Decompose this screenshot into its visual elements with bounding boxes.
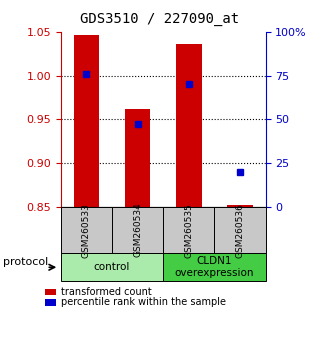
Bar <box>74 35 99 207</box>
Text: percentile rank within the sample: percentile rank within the sample <box>61 297 226 307</box>
Bar <box>227 205 253 207</box>
Text: GSM260533: GSM260533 <box>82 202 91 258</box>
Text: GSM260535: GSM260535 <box>184 202 193 258</box>
Bar <box>125 109 150 207</box>
Bar <box>176 44 202 207</box>
Text: transformed count: transformed count <box>61 287 152 297</box>
Text: CLDN1
overexpression: CLDN1 overexpression <box>175 256 254 278</box>
Text: GSM260534: GSM260534 <box>133 203 142 257</box>
Text: protocol: protocol <box>3 257 48 267</box>
Text: control: control <box>94 262 130 272</box>
Text: GDS3510 / 227090_at: GDS3510 / 227090_at <box>80 12 240 27</box>
Text: GSM260536: GSM260536 <box>236 202 244 258</box>
